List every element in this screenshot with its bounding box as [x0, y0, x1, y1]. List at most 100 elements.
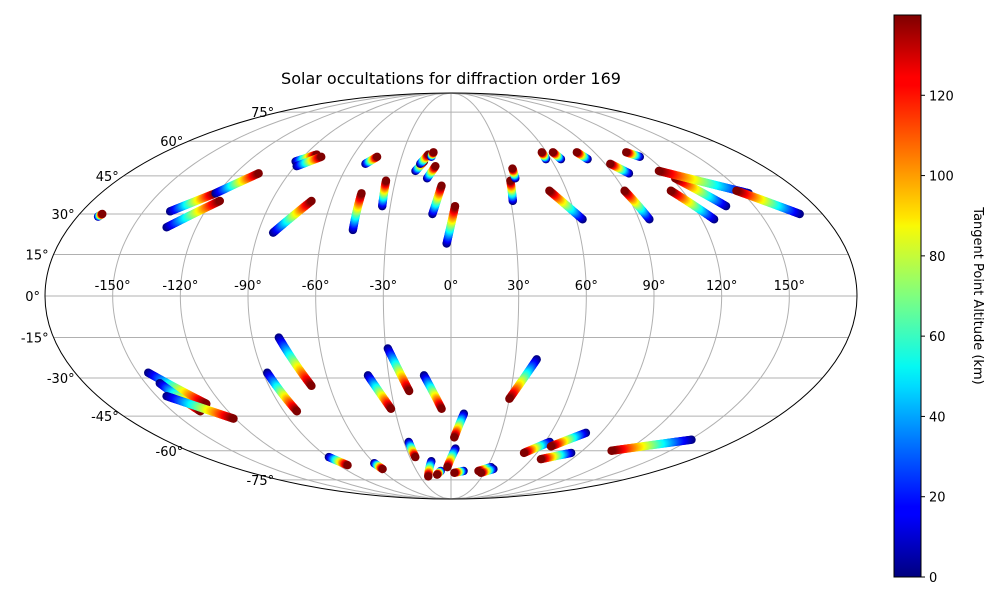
latitude-tick-label: 45° — [96, 170, 119, 185]
occultation-track — [419, 371, 446, 413]
occultation-track — [324, 452, 352, 470]
track-point — [343, 461, 352, 470]
colorbar-label: Tangent Point Altitude (km) — [970, 206, 985, 384]
chart-title: Solar occultations for diffraction order… — [281, 69, 621, 88]
occultation-track — [506, 176, 517, 206]
track-point — [537, 148, 546, 157]
occultation-track — [378, 176, 391, 211]
track-point — [545, 186, 554, 195]
occultation-track — [536, 448, 576, 464]
longitude-gridline — [450, 93, 790, 499]
occultation-track — [622, 148, 645, 162]
longitude-gridline — [450, 93, 655, 499]
latitude-tick-label: -60° — [156, 445, 184, 460]
track-point — [307, 381, 316, 391]
track-point — [572, 148, 582, 157]
track-point — [424, 472, 433, 481]
latitude-tick-label: 75° — [251, 106, 274, 121]
occultation-track — [211, 169, 263, 198]
colorbar: 0 20 40 60 80 100 120 Tangent Point Altitude (… — [893, 14, 985, 586]
track-point — [508, 164, 517, 173]
occultation-track — [263, 368, 302, 416]
track-point — [431, 161, 440, 171]
track-point — [666, 186, 676, 195]
longitude-tick-label: -120° — [162, 279, 198, 294]
track-point — [546, 442, 556, 451]
track-point — [450, 201, 460, 211]
track-point — [732, 186, 741, 195]
track-point — [292, 407, 302, 416]
track-point — [536, 454, 546, 464]
colorbar-tick-label: 100 — [929, 170, 954, 185]
occultation-track — [427, 148, 438, 162]
track-point — [654, 166, 664, 176]
track-point — [372, 152, 382, 162]
occultation-track — [732, 186, 804, 219]
occultation-track — [268, 196, 316, 237]
latitude-tick-label: -75° — [246, 474, 274, 489]
latitude-tick-label: -15° — [21, 332, 49, 347]
colorbar-tick-label: 20 — [929, 491, 946, 506]
longitude-tick-label: 150° — [774, 279, 805, 294]
globe-outline — [44, 92, 858, 500]
occultation-track — [348, 189, 366, 235]
occultation-track — [546, 428, 591, 451]
occultation-track — [519, 437, 554, 458]
occultation-track — [383, 344, 414, 396]
longitude-tick-label: 90° — [642, 279, 665, 294]
track-point — [450, 433, 459, 442]
occultation-track — [670, 174, 731, 211]
colorbar-tick-label: 120 — [929, 89, 954, 104]
occultation-track — [450, 466, 468, 478]
occultation-track — [442, 201, 460, 248]
track-point — [229, 414, 238, 423]
occultation-track — [162, 391, 238, 423]
occultation-track — [424, 457, 436, 481]
latitude-tick-label: -45° — [91, 410, 119, 425]
longitude-tick-label: -90° — [234, 279, 262, 294]
occultation-track — [144, 368, 211, 408]
track-point — [254, 169, 263, 178]
graticule — [45, 93, 857, 499]
occultation-track — [545, 186, 587, 224]
latitude-tick-label: 30° — [52, 208, 75, 223]
occultation-track — [607, 435, 696, 455]
occultation-track — [606, 159, 634, 178]
track-point — [548, 148, 558, 157]
longitude-tick-labels: -150° -120° -90° -60° -30° 0° 30° 60° 90° 120° 150… — [95, 279, 805, 294]
track-point — [519, 448, 529, 458]
track-point — [443, 462, 452, 472]
occultation-track — [162, 196, 225, 232]
track-point — [411, 452, 420, 462]
track-point — [450, 468, 459, 478]
occultation-track — [443, 444, 460, 472]
track-point — [317, 152, 326, 162]
track-point — [505, 394, 514, 403]
longitude-tick-label: -60° — [302, 279, 330, 294]
longitude-tick-label: 0° — [444, 279, 459, 294]
track-point — [607, 446, 616, 455]
latitude-tick-labels: -75° -60° -45° -30° -15° 0° 15° 30° 45° 60° 75° — [21, 106, 274, 489]
occultation-track — [274, 333, 316, 391]
longitude-gridline — [450, 93, 520, 499]
occultation-track — [450, 409, 469, 442]
colorbar-tick-label: 80 — [929, 250, 946, 265]
colorbar-tick-label: 40 — [929, 410, 946, 425]
longitude-gridline — [112, 93, 452, 499]
track-point — [378, 464, 387, 474]
occultation-track — [548, 148, 566, 164]
occultation-track — [422, 161, 440, 183]
track-point — [437, 404, 446, 413]
occultation-track — [428, 181, 446, 219]
occultation-track — [165, 189, 220, 216]
occultation-track — [508, 164, 520, 183]
longitude-gridline — [247, 93, 452, 499]
colorbar-tick-label: 60 — [929, 330, 946, 345]
track-point — [432, 470, 442, 479]
longitude-tick-label: 30° — [507, 279, 530, 294]
longitude-tick-label: 60° — [575, 279, 598, 294]
longitude-gridline — [179, 93, 452, 499]
occultation-track — [292, 152, 326, 171]
